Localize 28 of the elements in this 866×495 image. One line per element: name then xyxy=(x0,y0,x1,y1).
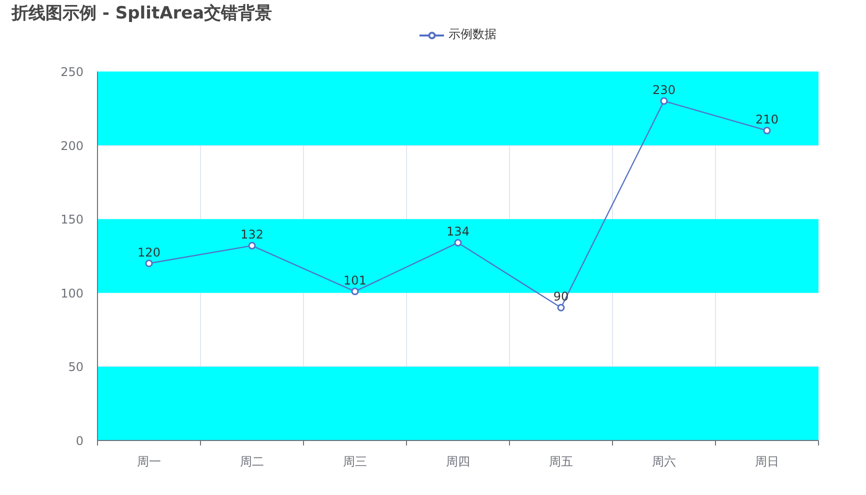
point xyxy=(763,126,771,134)
point xyxy=(660,97,668,105)
y-tick-label: 200 xyxy=(60,138,84,153)
data-label: 134 xyxy=(446,224,470,239)
x-tick-label: 周五 xyxy=(549,454,573,468)
point xyxy=(454,238,462,246)
y-tick-label: 250 xyxy=(60,65,84,79)
data-label: 230 xyxy=(652,83,676,98)
data-label: 210 xyxy=(756,112,778,127)
x-tick-label: 周六 xyxy=(652,454,676,468)
x-tick-label: 周一 xyxy=(137,454,161,468)
data-label: 132 xyxy=(240,228,264,242)
y-tick-label: 150 xyxy=(60,212,84,227)
point xyxy=(248,242,256,250)
chart-title: 折线图示例 - SplitArea交错背景 xyxy=(10,4,272,24)
x-tick-label: 周日 xyxy=(755,454,779,468)
legend-label: 示例数据 xyxy=(448,26,496,43)
x-tick-label: 周二 xyxy=(240,454,264,468)
x-tick-label: 周四 xyxy=(446,454,470,468)
y-tick-label: 50 xyxy=(68,360,84,374)
point xyxy=(145,260,153,268)
point xyxy=(351,288,359,296)
y-tick-label: 100 xyxy=(60,286,84,300)
data-label: 120 xyxy=(138,245,160,260)
y-tick-label: 0 xyxy=(76,434,84,448)
data-label: 101 xyxy=(344,273,366,288)
x-tick-label: 周三 xyxy=(343,454,367,468)
point xyxy=(557,304,565,312)
